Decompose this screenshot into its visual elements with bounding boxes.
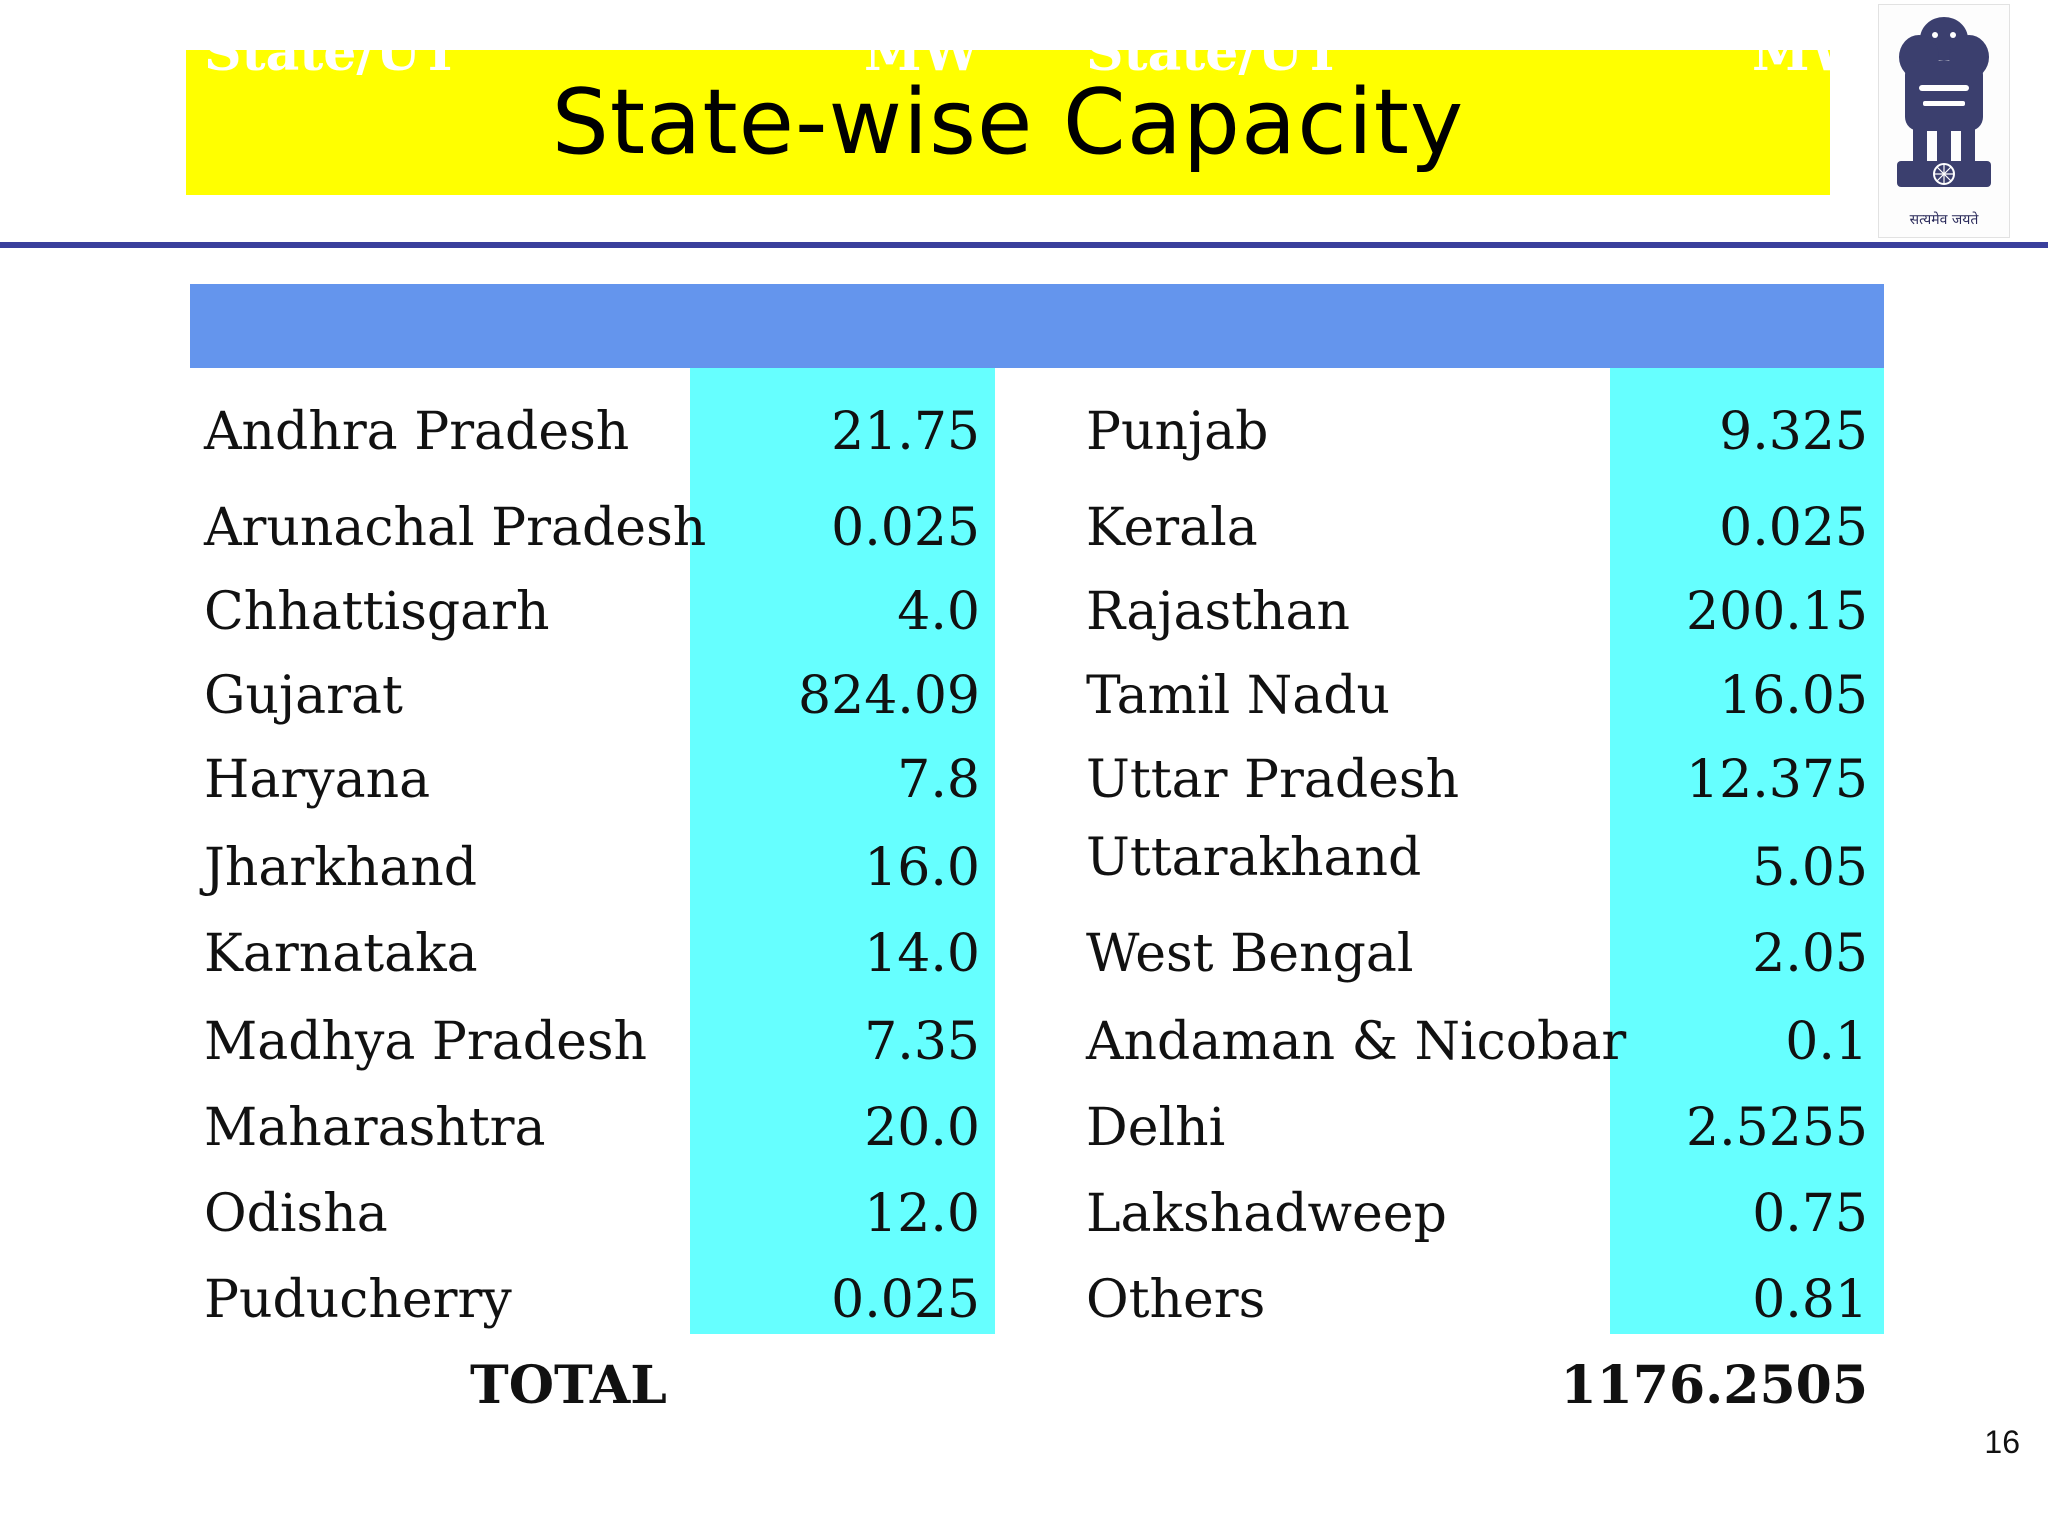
- table-row-state: Puducherry: [204, 1270, 512, 1330]
- table-row-state: Arunachal Pradesh: [204, 498, 707, 558]
- table-row-state: Andaman & Nicobar: [1086, 1012, 1627, 1072]
- table-row-mw: 7.8: [897, 750, 980, 810]
- header-state-right: State/UT: [1086, 22, 1342, 83]
- table-row-mw: 9.325: [1719, 402, 1868, 462]
- page-number: 16: [1984, 1424, 2020, 1460]
- table-row-state: Kerala: [1086, 498, 1258, 558]
- table-row-state: Lakshadweep: [1086, 1184, 1447, 1244]
- table-row-state: Delhi: [1086, 1098, 1226, 1158]
- mw-column-band-right: [1610, 368, 1884, 1334]
- table-row-mw: 20.0: [864, 1098, 980, 1158]
- title-banner: State-wise Capacity: [186, 50, 1830, 195]
- table-row-state: Maharashtra: [204, 1098, 546, 1158]
- table-row-state: Others: [1086, 1270, 1266, 1330]
- table-row-mw: 12.0: [864, 1184, 980, 1244]
- table-row-state: Karnataka: [204, 924, 478, 984]
- table-row-mw: 2.05: [1752, 924, 1868, 984]
- emblem-lion-capital: [1897, 17, 1991, 187]
- table-row-state: Uttar Pradesh: [1086, 750, 1460, 810]
- table-row-mw: 0.025: [1719, 498, 1868, 558]
- header-state-left: State/UT: [204, 22, 460, 83]
- table-row-mw: 16.0: [864, 838, 980, 898]
- national-emblem-icon: सत्यमेव जयते: [1878, 4, 2010, 238]
- table-row-mw: 0.025: [831, 498, 980, 558]
- table-row-state: Uttarakhand: [1086, 828, 1422, 888]
- mw-column-band-left: [690, 368, 995, 1334]
- table-row-mw: 2.5255: [1686, 1098, 1868, 1158]
- table-row-mw: 14.0: [864, 924, 980, 984]
- table-row-mw: 200.15: [1686, 582, 1868, 642]
- table-row-mw: 0.1: [1785, 1012, 1868, 1072]
- table-row-mw: 12.375: [1686, 750, 1868, 810]
- table-row-mw: 824.09: [798, 666, 980, 726]
- header-divider: [0, 242, 2048, 248]
- table-row-state: Rajasthan: [1086, 582, 1351, 642]
- header-mw-left: MW: [864, 22, 980, 83]
- header-mw-right: MW: [1752, 22, 1868, 83]
- table-row-state: West Bengal: [1086, 924, 1414, 984]
- table-row-mw: 21.75: [831, 402, 980, 462]
- table-row-state: Odisha: [204, 1184, 388, 1244]
- emblem-motto: सत्यमेव जयते: [1909, 212, 1979, 228]
- table-row-mw: 16.05: [1719, 666, 1868, 726]
- table-row-state: Andhra Pradesh: [204, 402, 630, 462]
- table-row-mw: 0.81: [1752, 1270, 1868, 1330]
- total-value: 1176.2505: [1560, 1355, 1868, 1416]
- table-row-mw: 5.05: [1752, 838, 1868, 898]
- table-row-mw: 7.35: [864, 1012, 980, 1072]
- table-row-state: Chhattisgarh: [204, 582, 550, 642]
- slide-title: State-wise Capacity: [551, 70, 1465, 175]
- table-row-mw: 4.0: [897, 582, 980, 642]
- table-row-state: Tamil Nadu: [1086, 666, 1391, 726]
- table-row-state: Punjab: [1086, 402, 1269, 462]
- table-row-state: Madhya Pradesh: [204, 1012, 648, 1072]
- table-header-row: [190, 284, 1884, 368]
- table-row-state: Haryana: [204, 750, 431, 810]
- total-label: TOTAL: [470, 1355, 667, 1416]
- table-row-mw: 0.75: [1752, 1184, 1868, 1244]
- table-row-mw: 0.025: [831, 1270, 980, 1330]
- table-row-state: Gujarat: [204, 666, 403, 726]
- table-row-state: Jharkhand: [204, 838, 477, 898]
